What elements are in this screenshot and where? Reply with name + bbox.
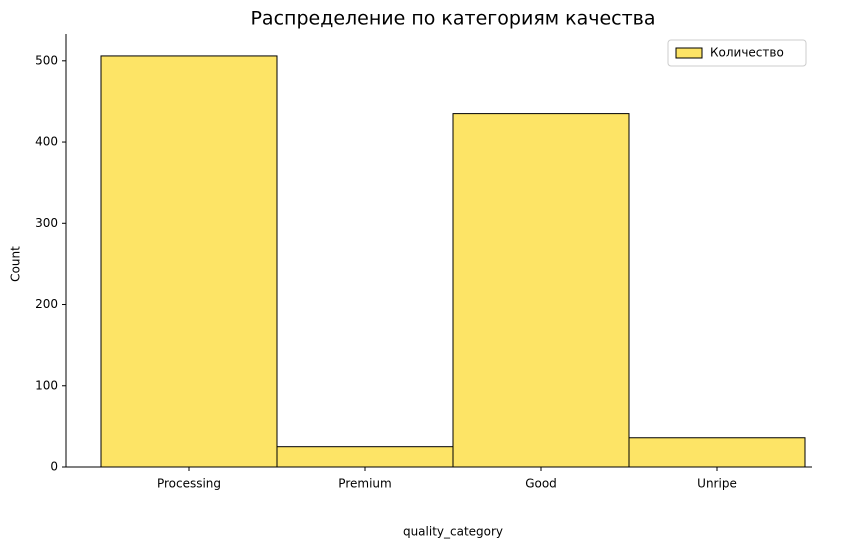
legend-label: Количество xyxy=(710,46,784,60)
chart-title: Распределение по категориям качества xyxy=(250,8,655,30)
bar xyxy=(276,446,454,468)
bar xyxy=(452,113,630,468)
y-tick-label: 300 xyxy=(35,216,58,230)
y-axis-label: Count xyxy=(9,246,23,282)
y-tick-label: 100 xyxy=(35,378,58,392)
legend-swatch xyxy=(675,47,703,59)
y-tick-label: 0 xyxy=(50,460,58,474)
bar xyxy=(628,437,806,468)
bar xyxy=(100,55,278,468)
x-tick-label: Unripe xyxy=(697,477,737,491)
x-axis-label: quality_category xyxy=(403,525,503,539)
x-tick-label: Good xyxy=(525,477,557,491)
y-tick-label: 400 xyxy=(35,135,58,149)
x-tick-label: Processing xyxy=(157,477,221,491)
x-tick-label: Premium xyxy=(338,477,391,491)
y-tick-label: 200 xyxy=(35,297,58,311)
legend-box xyxy=(667,39,807,67)
y-tick-label: 500 xyxy=(35,53,58,67)
